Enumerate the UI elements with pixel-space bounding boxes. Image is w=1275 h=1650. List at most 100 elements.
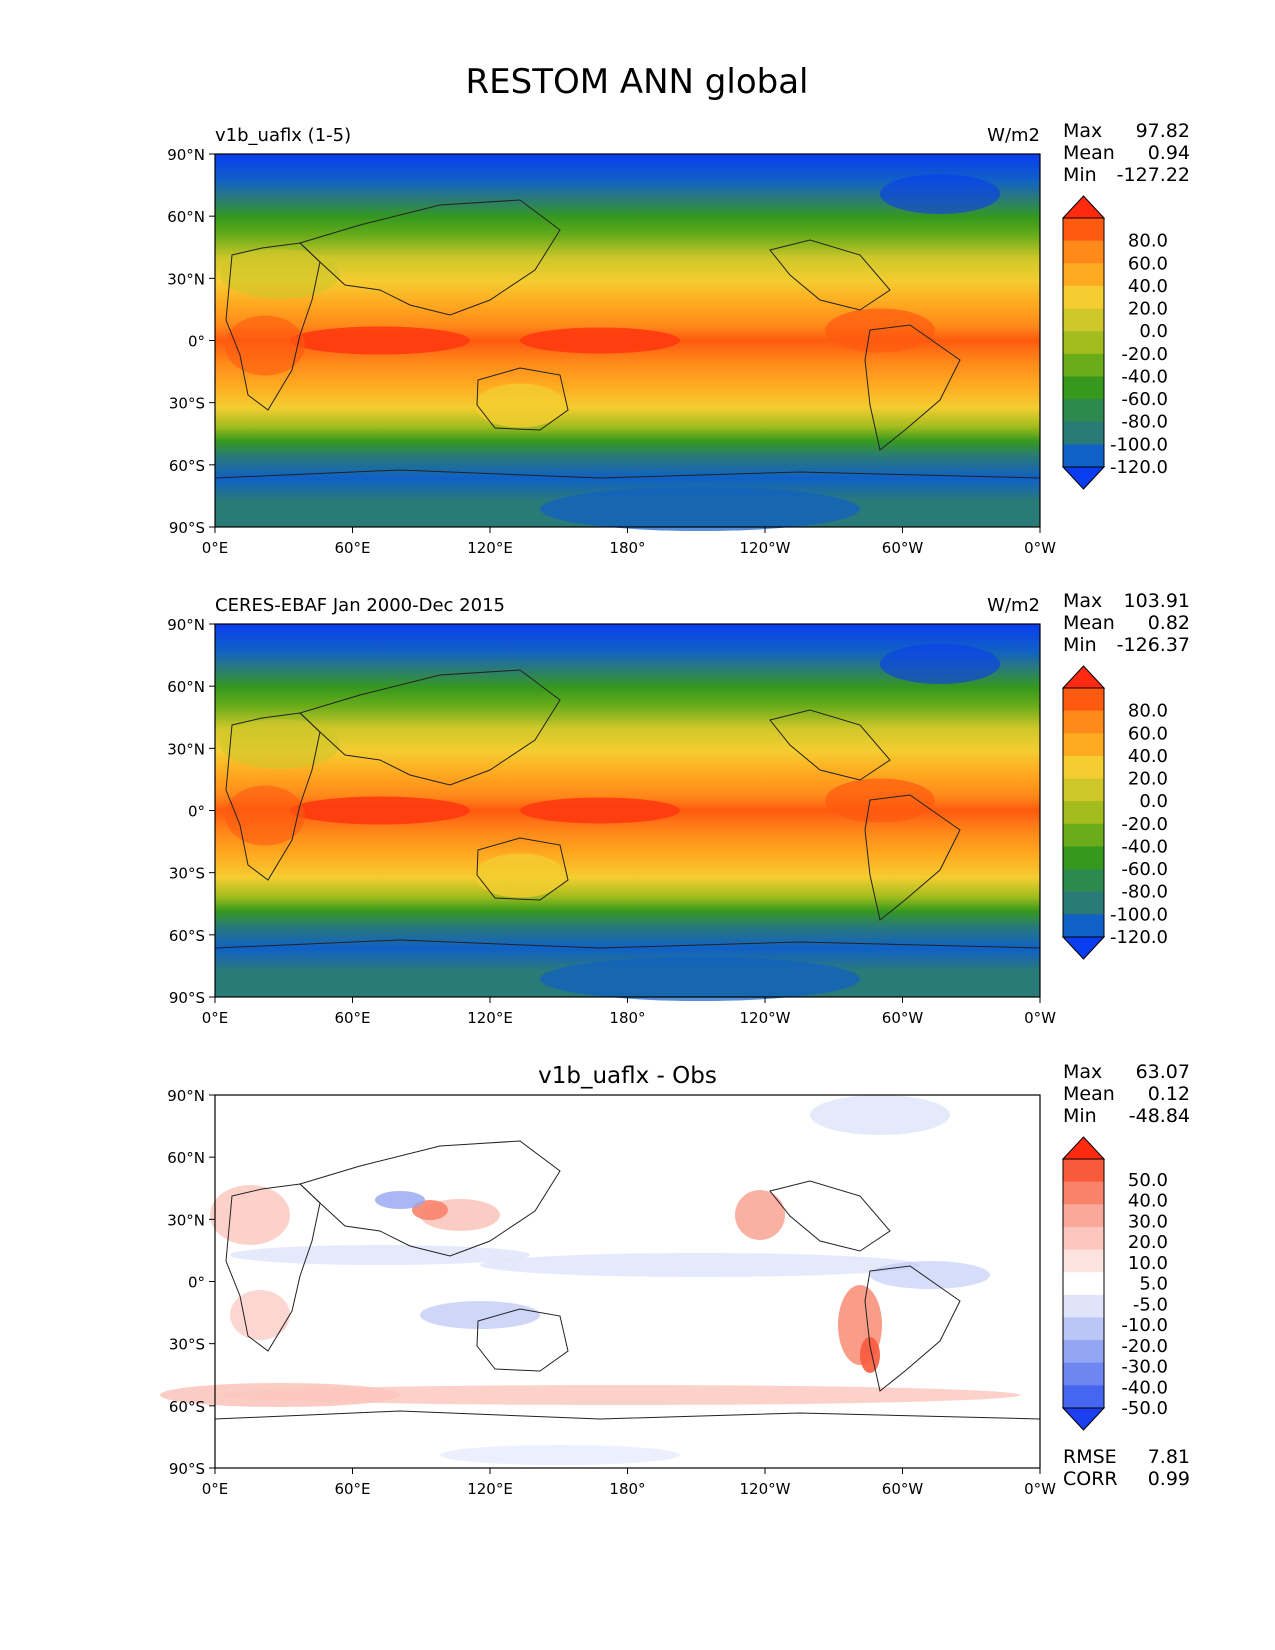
coastline-2 (476, 1308, 569, 1372)
colorbar-segment (1063, 376, 1104, 400)
coastline-4 (864, 324, 961, 451)
coastline-0 (225, 712, 321, 881)
stat-max-value: 97.82 (1136, 120, 1190, 142)
anomaly-14 (440, 1445, 680, 1465)
colorbar-segment (1063, 1249, 1104, 1273)
lat-tick-label: 0° (188, 1274, 205, 1292)
colorbar-label: -10.0 (1121, 1315, 1168, 1336)
greenland-field (880, 644, 1000, 684)
sahara-field (220, 719, 340, 769)
colorbar-frame (1062, 1158, 1105, 1409)
colorbar-label: 40.0 (1128, 746, 1168, 767)
colorbar-label: -120.0 (1110, 927, 1168, 948)
greenland-field (880, 174, 1000, 214)
colorbar-label: -120.0 (1110, 457, 1168, 478)
lat-tick-label: 60°N (167, 208, 205, 226)
lat-tick-label: 60°S (169, 1398, 205, 1416)
colorbar-label: 10.0 (1128, 1253, 1168, 1274)
stat-mean-value: 0.12 (1148, 1083, 1190, 1105)
colorbar-segment (1063, 1340, 1104, 1364)
colorbar-label: -5.0 (1133, 1294, 1168, 1315)
panel-left-title: CERES-EBAF Jan 2000-Dec 2015 (215, 595, 505, 616)
lon-tick-label: 60°W (882, 1009, 924, 1027)
colorbar-extend-bottom (1061, 936, 1106, 960)
colorbar-label: 0.0 (1139, 791, 1168, 812)
stat-max-value: 63.07 (1136, 1061, 1190, 1083)
coastline-0 (225, 1183, 321, 1352)
coastline-3 (769, 1180, 891, 1252)
coastline-1 (299, 199, 561, 316)
lat-tick-label: 60°N (167, 678, 205, 696)
coastline-1 (299, 1140, 561, 1257)
anomaly-10 (420, 1301, 540, 1329)
panels: 90°N 60°N 30°N 0° 30°S 60°S 90°S 0°E 60°E 120°E 18… (160, 120, 1190, 1498)
colorbar-segment (1063, 263, 1104, 287)
panel-obs: 90°N 60°N 30°N 0° 30°S 60°S 90°S 0°E 60°E 120°E 18… (167, 590, 1190, 1027)
colorbar-segment (1063, 846, 1104, 870)
colorbar-segment (1063, 444, 1104, 468)
colorbar-label: -40.0 (1121, 1377, 1168, 1398)
colorbar-segment (1063, 914, 1104, 938)
colorbar-label: 40.0 (1128, 276, 1168, 297)
colorbar-label: -50.0 (1121, 1398, 1168, 1419)
colorbar-segment (1063, 308, 1104, 332)
colorbar-label: -20.0 (1121, 814, 1168, 835)
colorbar-label: 40.0 (1128, 1191, 1168, 1212)
coastline-0 (225, 242, 321, 411)
lon-tick-label: 60°W (882, 539, 924, 557)
colorbar-label: 50.0 (1128, 1170, 1168, 1191)
lon-tick-label: 60°E (334, 1009, 370, 1027)
stat-min-value: -127.22 (1117, 164, 1190, 186)
colorbar-segment (1063, 1385, 1104, 1409)
australia-field (475, 383, 565, 428)
lat-tick-label: 30°N (167, 740, 205, 758)
lat-tick-label: 30°S (169, 1336, 205, 1354)
antarctic-field (540, 957, 860, 1001)
warm-region-americas (825, 778, 935, 823)
lon-tick-label: 0°E (202, 1480, 229, 1498)
lon-tick-label: 180° (609, 1480, 645, 1498)
colorbar-segment (1063, 1272, 1104, 1296)
warm-region-africa (225, 315, 305, 376)
anomaly-3 (735, 1190, 785, 1240)
lon-tick-label: 180° (609, 1009, 645, 1027)
coastline-5 (214, 469, 1041, 479)
warm-region-americas (825, 308, 935, 353)
colorbar-frame (1062, 687, 1105, 938)
colorbar-segment (1063, 399, 1104, 423)
stat-max-value: 103.91 (1124, 590, 1190, 612)
lon-tick-label: 120°W (740, 539, 791, 557)
colorbar-label: 60.0 (1128, 253, 1168, 274)
colorbar-segment (1063, 1181, 1104, 1205)
colorbar-label: 60.0 (1128, 723, 1168, 744)
colorbar-extend-top (1061, 1136, 1106, 1160)
colorbar-label: -40.0 (1121, 836, 1168, 857)
stat-mean-label: Mean (1063, 1083, 1115, 1105)
colorbar-segment (1063, 733, 1104, 757)
colorbar-label: 5.0 (1139, 1274, 1168, 1295)
colorbar-segment (1063, 1204, 1104, 1228)
panel-model: 90°N 60°N 30°N 0° 30°S 60°S 90°S 0°E 60°E 120°E 18… (167, 120, 1190, 557)
anomaly-2 (375, 1191, 425, 1209)
colorbar-segment (1063, 755, 1104, 780)
anomaly-11 (870, 1261, 990, 1289)
warm-pool-indian (290, 796, 470, 825)
colorbar-segment (1063, 688, 1104, 712)
lat-tick-label: 60°S (169, 927, 205, 945)
anomaly-7 (220, 1385, 1020, 1405)
panel-center-title: v1b_uaflx - Obs (538, 1063, 717, 1089)
colorbar-label: 30.0 (1128, 1211, 1168, 1232)
colorbar-segment (1063, 823, 1104, 847)
stat-mean-label: Mean (1063, 612, 1115, 634)
warm-pool-pacific (520, 327, 680, 354)
lon-tick-label: 0°E (202, 1009, 229, 1027)
stat-mean-value: 0.94 (1148, 142, 1190, 164)
anomaly-15 (230, 1290, 290, 1340)
colorbar-segment (1063, 1294, 1104, 1318)
colorbar-segment (1063, 421, 1104, 445)
colorbar-label: -20.0 (1121, 1336, 1168, 1357)
colorbar-extend-top (1061, 195, 1106, 219)
lat-tick-label: 0° (188, 333, 205, 351)
lon-tick-label: 120°W (740, 1480, 791, 1498)
coastline-5 (214, 1410, 1041, 1420)
